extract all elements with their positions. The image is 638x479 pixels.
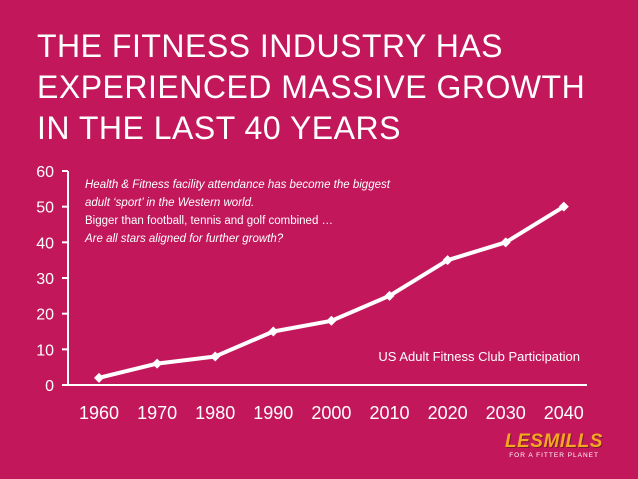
data-point (152, 358, 163, 369)
data-point (326, 315, 337, 326)
x-tick-label: 2020 (428, 403, 468, 423)
data-point (268, 326, 279, 337)
les-mills-logo: LESMILLS FOR A FITTER PLANET (505, 432, 605, 470)
x-tick-label: 2030 (486, 403, 526, 423)
x-tick-label: 1990 (253, 403, 293, 423)
x-tick-label: 1960 (79, 403, 119, 423)
y-tick-label: 40 (36, 235, 54, 252)
y-tick-label: 0 (45, 378, 54, 395)
note-line: Health & Fitness facility attendance has… (85, 179, 390, 191)
x-tick-label: 2000 (311, 403, 351, 423)
y-tick-label: 60 (36, 164, 54, 181)
note-line: Bigger than football, tennis and golf co… (85, 215, 334, 227)
data-point (442, 255, 453, 266)
data-point (558, 201, 569, 212)
x-axis-ticks: 1960 1970 1980 1990 2000 2010 2020 2030 2040 (79, 403, 584, 423)
chart-notes: Health & Fitness facility attendance has… (85, 176, 505, 248)
data-point (500, 237, 511, 248)
chart-annotation: US Adult Fitness Club Participation (378, 349, 580, 364)
data-point (94, 372, 104, 383)
y-tick-label: 50 (36, 200, 54, 217)
x-tick-label: 1970 (137, 403, 177, 423)
slide-title: THE FITNESS INDUSTRY HAS EXPERIENCED MAS… (37, 28, 586, 146)
x-tick-label: 1980 (195, 403, 235, 423)
y-tick-label: 30 (36, 271, 54, 288)
data-point (384, 290, 395, 301)
logo-wordmark: LESMILLS (505, 431, 603, 452)
y-tick-label: 10 (36, 342, 54, 359)
note-line: adult ‘sport’ in the Western world. (85, 197, 255, 209)
data-point (210, 351, 221, 362)
logo-tagline: FOR A FITTER PLANET (509, 452, 599, 459)
data-points (94, 201, 569, 383)
x-tick-label: 2040 (544, 403, 584, 423)
note-line: Are all stars aligned for further growth… (85, 233, 284, 245)
x-tick-label: 2010 (369, 403, 409, 423)
y-tick-label: 20 (36, 307, 54, 324)
y-axis-ticks: 0 10 20 30 40 50 60 (36, 164, 68, 395)
